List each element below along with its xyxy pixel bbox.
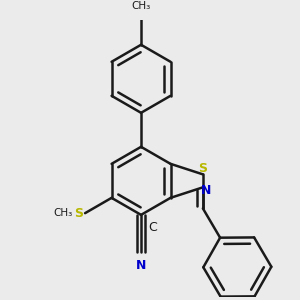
- Text: CH₃: CH₃: [53, 208, 72, 218]
- Text: CH₃: CH₃: [131, 2, 151, 11]
- Text: S: S: [198, 163, 207, 176]
- Text: N: N: [136, 259, 146, 272]
- Text: N: N: [201, 184, 212, 197]
- Text: S: S: [74, 207, 83, 220]
- Text: C: C: [148, 221, 157, 235]
